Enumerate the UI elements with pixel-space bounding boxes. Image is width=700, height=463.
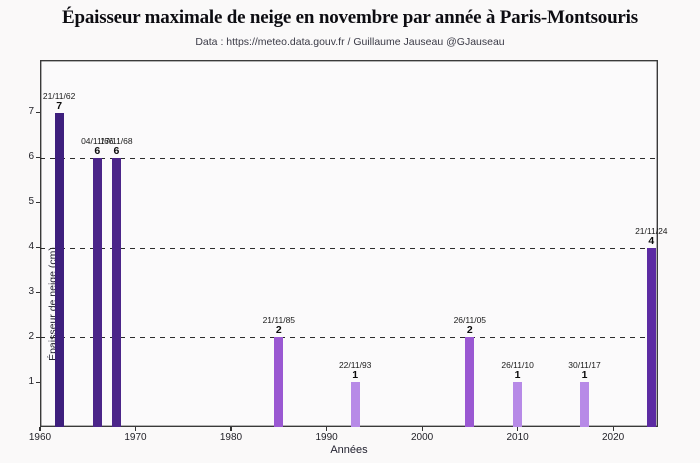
y-tick [36,381,40,383]
y-tick-label: 2 [28,330,34,342]
bar-value-label-1966: 6 [94,144,101,157]
x-tick-label: 2010 [506,432,529,443]
x-tick [230,427,232,431]
y-tick [36,112,40,114]
x-tick [612,427,614,431]
y-tick-label: 1 [28,375,34,387]
y-tick-label: 6 [28,151,34,163]
bar-value-label-2005: 2 [466,324,473,337]
y-tick [36,291,40,293]
bar-2024 [646,247,656,427]
bar-1968 [111,157,121,427]
gridline-y2 [40,337,658,339]
x-tick [421,427,423,431]
bar-value-label-1968: 6 [113,144,120,157]
y-tick-label: 3 [28,285,34,297]
gridline-y6 [40,157,658,159]
y-tick-label: 7 [28,106,34,118]
x-axis-label: Années [330,444,368,456]
y-tick [36,157,40,159]
x-tick-label: 2000 [410,432,434,443]
bar-date-label-1962: 21/11/62 [42,90,76,101]
bar-value-label-1993: 1 [352,369,359,382]
gridline-y4 [40,247,658,249]
y-tick [36,336,40,338]
x-tick [134,427,137,431]
bar-date-label-2024: 21/11/24 [635,225,668,236]
bar-date-label-2017: 30/11/17 [568,360,601,371]
bar-2017 [580,382,589,427]
bar-1962 [54,112,64,427]
bar-value-label-2024: 4 [648,234,655,247]
bar-1993 [350,382,360,427]
bar-date-label-1968: 17/11/68 [100,135,133,146]
x-tick-label: 1960 [28,432,52,443]
y-tick-label: 4 [28,241,34,252]
bar-date-label-1985: 21/11/85 [262,315,296,326]
bar-date-label-1993: 22/11/93 [338,360,372,371]
bar-value-label-2017: 1 [581,369,588,382]
bar-value-label-1962: 7 [56,99,63,112]
y-tick [36,246,40,249]
bar-1985 [274,337,284,427]
x-tick [39,427,41,431]
bar-1966 [92,157,102,427]
plot-area: Épaisseur de neige (cm) 1 2 3 4 5 6 7 1960 1970 1… [28,60,668,443]
y-tick-label: 5 [28,196,34,208]
x-tick-label: 2020 [601,432,625,443]
bar-date-label-2005: 26/11/05 [453,315,487,326]
bar-2010 [513,382,523,427]
chart-subtitle: Data : https://meteo.data.gouv.fr / Guil… [195,36,505,48]
chart-title: Épaisseur maximale de neige en novembre … [62,7,638,28]
x-tick [326,427,328,431]
bar-2005 [465,337,475,427]
bar-date-label-1966: 04/11/66 [81,135,114,146]
bar-date-label-2010: 26/11/10 [501,360,534,371]
bar-value-label-2010: 1 [514,369,521,382]
x-tick-label: 1990 [315,432,338,443]
x-tick-label: 1970 [124,432,147,443]
x-tick [517,427,519,431]
bar-value-label-1985: 2 [275,324,282,337]
x-tick-label: 1980 [219,432,243,443]
y-tick [36,202,40,204]
